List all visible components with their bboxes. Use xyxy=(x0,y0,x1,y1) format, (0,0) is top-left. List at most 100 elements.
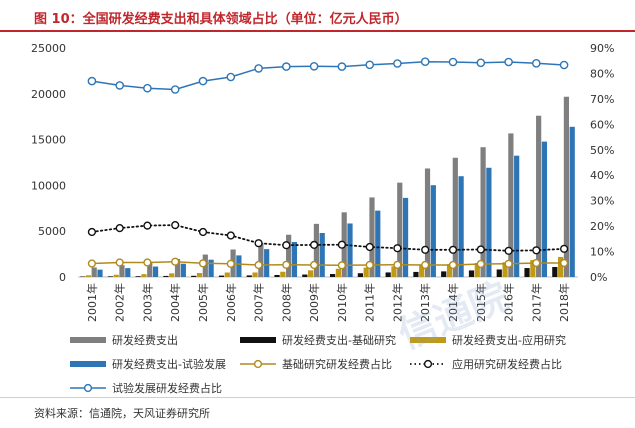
bar xyxy=(391,266,397,277)
lines-layer xyxy=(87,57,569,270)
series-point xyxy=(504,259,513,268)
x-tick-label: 2009年 xyxy=(307,283,321,322)
y-right-tick-label: 90% xyxy=(590,42,614,55)
bar xyxy=(430,185,436,277)
bar xyxy=(514,155,520,277)
series-point xyxy=(476,245,485,254)
bar xyxy=(558,256,564,277)
x-tick-label: 2005年 xyxy=(196,283,210,322)
series-line xyxy=(91,60,565,91)
bar xyxy=(357,273,363,277)
bar xyxy=(308,270,314,277)
x-tick-label: 2012年 xyxy=(390,283,404,322)
bar xyxy=(552,267,558,277)
bar xyxy=(91,267,97,277)
series-point xyxy=(559,244,569,253)
legend-item: 研发经费支出-应用研究 xyxy=(410,333,566,347)
bar xyxy=(446,264,453,277)
bar xyxy=(264,249,270,277)
y-left-tick-label: 25000 xyxy=(31,42,66,55)
bar xyxy=(224,272,230,277)
bar xyxy=(147,262,153,277)
bar xyxy=(496,269,502,277)
series-point xyxy=(559,258,569,268)
y-left-tick-label: 10000 xyxy=(31,179,66,192)
bar xyxy=(402,197,409,277)
bar xyxy=(291,242,298,277)
series-point xyxy=(310,240,319,250)
legend-item: 研发经费支出-试验发展 xyxy=(70,357,226,371)
title-bar: 图 10：全国研发经费支出和具体领域占比（单位：亿元人民币） xyxy=(0,0,635,32)
legend-swatch xyxy=(70,361,106,367)
legend-label: 研发经费支出-试验发展 xyxy=(112,357,226,371)
bar xyxy=(85,275,91,277)
bar xyxy=(486,167,492,277)
series-point xyxy=(226,231,235,240)
y-right-tick-label: 40% xyxy=(590,169,614,182)
series-point xyxy=(504,57,513,67)
bar xyxy=(413,271,419,277)
legend-label: 研发经费支出-应用研究 xyxy=(452,333,566,347)
bar xyxy=(536,115,542,277)
legend-item: 应用研究研发经费占比 xyxy=(410,357,562,371)
series-point xyxy=(393,244,402,253)
bar xyxy=(335,268,341,277)
series-point xyxy=(532,59,541,68)
series-point xyxy=(282,260,291,269)
x-tick-label: 2004年 xyxy=(168,283,182,322)
x-tick-label: 2016年 xyxy=(502,283,516,322)
x-tick-label: 2008年 xyxy=(279,283,293,322)
x-tick-label: 2006年 xyxy=(224,283,238,322)
bar xyxy=(347,223,353,277)
series-point xyxy=(421,245,430,254)
series-point xyxy=(365,260,374,270)
bar xyxy=(385,272,391,277)
bar xyxy=(119,265,125,277)
series-point xyxy=(337,62,347,71)
bar xyxy=(274,274,280,277)
bar xyxy=(508,133,514,277)
series-point xyxy=(171,257,180,266)
bar xyxy=(258,243,264,277)
series-point xyxy=(254,260,263,270)
axes-layer: 0 5000 10000 15000 20000 25000 0% 10% 20% 30% 40% 5… xyxy=(31,42,614,322)
series-point xyxy=(532,246,541,255)
x-tick-label: 2014年 xyxy=(446,283,460,322)
series-point xyxy=(87,76,97,86)
bar xyxy=(236,255,242,277)
bar xyxy=(563,96,570,277)
bar xyxy=(141,274,147,277)
x-tick-label: 2010年 xyxy=(335,283,349,322)
series-point xyxy=(198,259,208,268)
series-point xyxy=(448,260,458,270)
bar xyxy=(135,276,141,277)
series-line xyxy=(91,224,565,252)
series-point xyxy=(170,85,180,94)
series-point xyxy=(282,241,291,250)
legend-item: 试验发展研发经费占比 xyxy=(70,381,222,395)
series-point xyxy=(198,227,208,237)
y-left-tick-label: 15000 xyxy=(31,134,66,147)
series-point xyxy=(393,260,402,269)
series-point xyxy=(115,224,124,233)
legend-label: 研发经费支出-基础研究 xyxy=(282,333,396,347)
bar xyxy=(441,271,447,277)
bar xyxy=(152,266,159,277)
series-point xyxy=(226,72,236,82)
bar xyxy=(502,262,508,277)
series-point xyxy=(226,259,235,268)
bar xyxy=(474,262,480,277)
legend-marker xyxy=(83,383,93,393)
legend-label: 应用研究研发经费占比 xyxy=(452,357,562,371)
x-tick-label: 2013年 xyxy=(418,283,432,322)
series-point xyxy=(476,259,485,269)
series-point xyxy=(365,242,374,252)
bar xyxy=(80,276,86,277)
x-tick-label: 2015年 xyxy=(474,283,488,322)
series-point xyxy=(421,260,430,270)
bar xyxy=(302,274,308,277)
bar xyxy=(246,275,252,277)
bar xyxy=(174,258,181,277)
series-point xyxy=(143,221,152,230)
